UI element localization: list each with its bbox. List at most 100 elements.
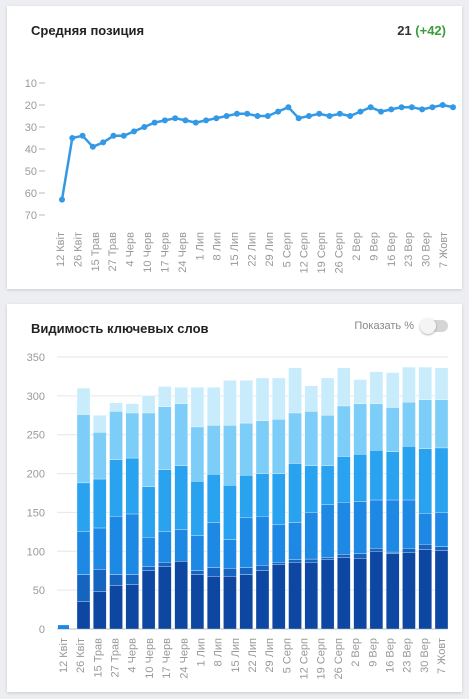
position-data-point (172, 115, 179, 122)
visibility-bar-segment (76, 531, 91, 575)
position-data-point (120, 132, 127, 139)
position-data-point (141, 124, 148, 130)
visibility-bar-segment (158, 386, 172, 407)
visibility-bar-segment (158, 469, 172, 533)
visibility-bar-segment (93, 569, 107, 592)
visibility-bar-segment (190, 426, 205, 482)
visibility-x-tick-label: 12 Серп (299, 638, 311, 679)
visibility-bar-segment (141, 566, 156, 571)
visibility-bar-segment (207, 567, 221, 577)
visibility-bar-segment (93, 527, 107, 570)
visibility-bar-segment (76, 387, 91, 415)
position-data-point (357, 108, 364, 115)
keyword-visibility-card: Видимость ключевых слов Показать % 0 50 10… (7, 304, 462, 692)
position-data-point (377, 108, 384, 115)
visibility-bar-segment (239, 422, 253, 476)
visibility-bar-segment (353, 501, 367, 554)
position-x-tick-label: 12 Квіт (55, 232, 67, 267)
show-percent-label: Показать % (354, 320, 414, 332)
visibility-bar-segment (434, 367, 449, 400)
position-x-tick-label: 16 Вер (386, 232, 398, 267)
y-axis-tick-label: 350 (27, 352, 45, 364)
visibility-bar-segment (255, 565, 270, 571)
visibility-bar-segment (272, 377, 286, 420)
visibility-bar-segment (386, 553, 400, 630)
visibility-bar-segment (369, 450, 384, 501)
visibility-bar-segment (76, 482, 91, 533)
visibility-bar-segment (125, 513, 139, 575)
visibility-bar-segment (386, 551, 400, 554)
position-data-point (151, 119, 158, 126)
position-data-point (264, 113, 271, 119)
position-x-tick-label: 15 Лип (229, 232, 241, 267)
visibility-bar-segment (174, 561, 188, 630)
visibility-bar-segment (369, 551, 384, 630)
visibility-bar-segment (223, 539, 237, 569)
visibility-bar-segment (434, 512, 449, 547)
visibility-bar-segment (386, 372, 400, 408)
visibility-bar-segment (109, 402, 123, 412)
y-axis-tick-label: 70 (25, 210, 37, 222)
position-x-tick-label: 15 Трав (90, 232, 102, 272)
y-axis-tick-label: 250 (27, 430, 45, 442)
toggle-knob[interactable] (420, 318, 436, 334)
visibility-bar-segment (190, 574, 205, 630)
visibility-bar-segment (288, 463, 302, 523)
position-x-tick-label: 1 Лип (194, 232, 206, 261)
visibility-bar-segment (369, 371, 384, 404)
position-x-tick-label: 22 Лип (247, 232, 259, 267)
visibility-bar-segment (353, 553, 367, 559)
visibility-bar-segment (93, 432, 107, 480)
visibility-bar-segment (239, 380, 253, 424)
visibility-bar-segment (141, 486, 156, 538)
position-x-tick-label: 8 Лип (212, 232, 224, 261)
position-data-point (79, 132, 86, 139)
position-data-point (316, 110, 323, 117)
position-data-point (429, 104, 436, 111)
visibility-bar-segment (353, 558, 367, 630)
visibility-bar-segment (190, 570, 205, 575)
visibility-bar-segment (337, 557, 351, 630)
position-x-tick-label: 4 Черв (125, 232, 137, 267)
show-percent-control[interactable]: Показать % (354, 318, 448, 334)
visibility-bar-segment (272, 419, 286, 474)
show-percent-toggle[interactable] (420, 318, 448, 334)
visibility-bar-segment (174, 387, 188, 404)
visibility-bar-segment (141, 570, 156, 630)
position-x-tick-label: 5 Серп (281, 232, 293, 267)
position-x-tick-label: 24 Черв (177, 232, 189, 273)
y-axis-tick-label: 100 (27, 546, 45, 558)
visibility-bar-segment (304, 385, 318, 412)
position-x-tick-label: 9 Вер (368, 232, 380, 261)
y-axis-tick-label: 50 (25, 166, 37, 178)
position-data-point (244, 110, 251, 117)
visibility-bar-segment (109, 459, 123, 517)
position-x-tick-label: 7 Жовт (438, 232, 450, 268)
visibility-bar-segment (93, 478, 107, 529)
y-axis-tick-label: 50 (33, 585, 45, 597)
visibility-bar-segment (369, 548, 384, 552)
position-data-point (326, 113, 333, 119)
visibility-bar-segment (255, 516, 270, 566)
y-axis-tick-label: 60 (25, 188, 37, 200)
visibility-bar-segment (304, 411, 318, 466)
position-data-point (285, 104, 292, 111)
visibility-bar-segment (141, 537, 156, 567)
visibility-bar-segment (141, 395, 156, 414)
position-x-tick-label: 27 Трав (107, 232, 119, 272)
position-data-point (233, 110, 240, 117)
visibility-bar-segment (223, 568, 237, 577)
position-data-point (254, 113, 261, 119)
y-axis-tick-label: 20 (25, 100, 37, 112)
visibility-bar-segment (125, 412, 139, 459)
y-axis-tick-label: 300 (27, 391, 45, 403)
visibility-bar-segment (174, 465, 188, 530)
position-x-tick-label: 19 Серп (316, 232, 328, 273)
y-axis-tick-label: 0 (39, 624, 45, 636)
visibility-bar-segment (304, 465, 318, 513)
keyword-visibility-title: Видимость ключевых слов (31, 321, 209, 336)
position-data-point (295, 115, 302, 122)
visibility-x-tick-label: 16 Вер (384, 638, 396, 673)
position-data-point (89, 143, 96, 150)
visibility-bar-segment (223, 485, 237, 540)
